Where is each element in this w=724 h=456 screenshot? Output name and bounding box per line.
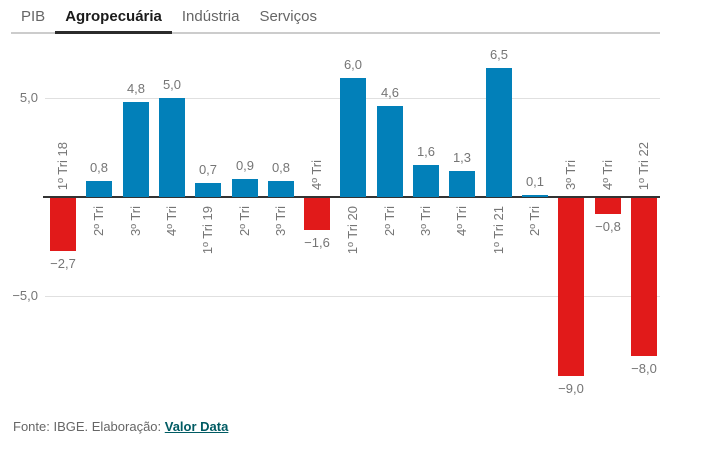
tab-pib[interactable]: PIB [11,0,55,32]
bar-value-label: −1,6 [304,235,330,250]
bar-value-label: 1,3 [452,150,472,165]
bar-value-label: 0,8 [89,160,109,175]
bar-category-label: 2º Tri [91,206,106,237]
source-note: Fonte: IBGE. Elaboração: Valor Data [13,419,228,435]
tab-bar: PIB Agropecuária Indústria Serviços [11,0,660,34]
x-axis-line [43,196,660,198]
bar-value-label: 4,8 [126,81,146,96]
chart-bar [449,171,475,197]
chart-bar [232,179,258,197]
chart-bar [86,181,112,197]
tab-industria[interactable]: Indústria [172,0,250,32]
bar-value-label: 6,5 [489,47,509,62]
bar-chart: 5,0 −5,0 −2,7 1º Tri 18 0,8 2º Tri 4,8 3º Tri… [0,35,724,415]
y-axis-tick-minus-5: −5,0 [12,288,38,303]
bar-category-label: 3º Tri [128,206,143,237]
bar-value-label: 1,6 [416,144,436,159]
bar-category-label: 4º Tri [164,206,179,237]
bar-category-label: 2º Tri [527,206,542,237]
chart-bar [558,198,584,376]
bar-category-label: 1º Tri 21 [491,206,506,255]
valor-data-link[interactable]: Valor Data [164,419,229,434]
chart-bar [304,198,330,230]
bar-category-label: 2º Tri [382,206,397,237]
tab-servicos-label: Serviços [259,7,317,25]
tab-industria-label: Indústria [181,7,240,25]
bar-category-label: 3º Tri [418,206,433,237]
chart-bar [123,102,149,197]
bar-category-label: 1º Tri 22 [636,141,651,190]
bar-category-label: 1º Tri 20 [345,206,360,255]
chart-bar [268,181,294,197]
tab-agropecuaria[interactable]: Agropecuária [55,0,172,34]
bar-value-label: −0,8 [595,219,621,234]
bar-value-label: −9,0 [558,381,584,396]
bars-layer: −2,7 1º Tri 18 0,8 2º Tri 4,8 3º Tri 5,0 4º Tri… [0,35,724,415]
tab-servicos[interactable]: Serviços [249,0,327,32]
bar-category-label: 4º Tri [454,206,469,237]
bar-value-label: −2,7 [50,256,76,271]
bar-category-label: 4º Tri [309,159,324,190]
chart-bar [50,198,76,251]
chart-bar [631,198,657,356]
tab-pib-label: PIB [21,7,46,25]
bar-value-label: 0,9 [235,158,255,173]
bar-category-label: 2º Tri [237,206,252,237]
bar-value-label: 6,0 [343,57,363,72]
bar-category-label: 3º Tri [273,206,288,237]
tab-agropecuaria-label: Agropecuária [65,7,162,25]
y-axis-tick-5: 5,0 [19,90,38,105]
bar-category-label: 3º Tri [563,159,578,190]
bar-value-label: 4,6 [380,85,400,100]
bar-value-label: 0,8 [271,160,291,175]
gridline-minus-5 [45,296,660,297]
bar-category-label: 1º Tri 19 [200,206,215,255]
chart-bar [159,98,185,197]
chart-bar [340,78,366,197]
chart-bar [195,183,221,197]
chart-bar [522,195,548,197]
bar-category-label: 4º Tri [600,159,615,190]
chart-bar [413,165,439,197]
chart-bar [486,68,512,197]
bar-value-label: −8,0 [631,361,657,376]
bar-value-label: 0,1 [525,174,545,189]
chart-bar [595,198,621,214]
bar-value-label: 5,0 [162,77,182,92]
bar-value-label: 0,7 [198,162,218,177]
chart-bar [377,106,403,197]
source-text: Fonte: IBGE. Elaboração: [13,419,165,434]
